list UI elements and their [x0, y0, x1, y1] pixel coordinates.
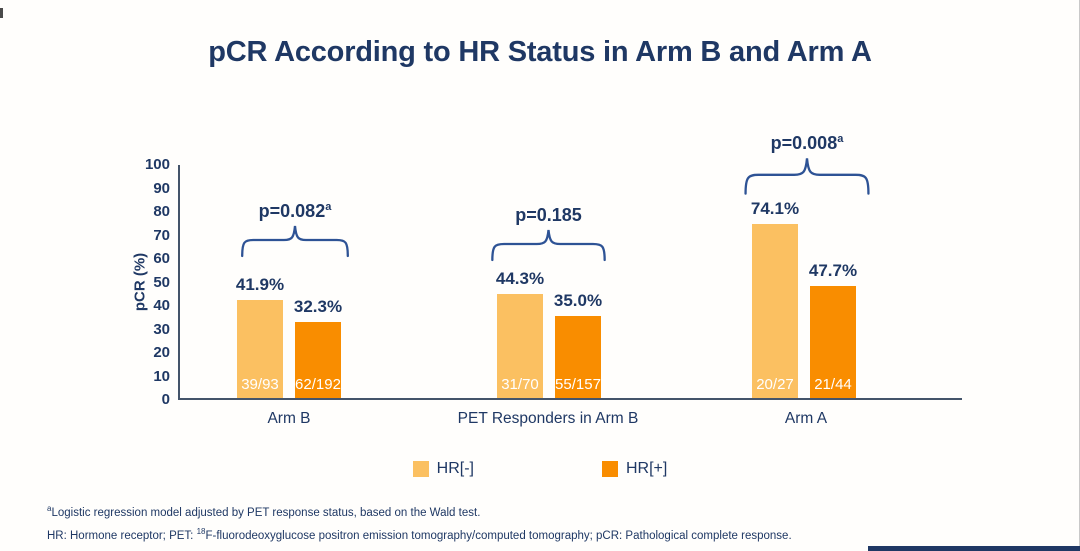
- bar-value-label: 44.3%: [495, 268, 545, 288]
- p-value-label: p=0.082a: [258, 201, 332, 221]
- bar-value-label: 41.9%: [235, 274, 285, 294]
- bar-count-label: 39/93: [241, 376, 279, 393]
- p-value-annotation-pet-responders: p=0.185: [490, 205, 607, 262]
- bar-group-pet-responders: 44.3% 31/70 35.0% 55/157: [496, 269, 602, 398]
- bottom-edge-bar: [868, 546, 1080, 551]
- bar-hr-negative: 41.9% 39/93: [236, 275, 284, 398]
- bar-value-label: 35.0%: [553, 290, 603, 310]
- legend-label: HR[+]: [625, 460, 668, 477]
- y-tick: 10: [153, 367, 170, 385]
- page-title: pCR According to HR Status in Arm B and …: [208, 36, 872, 68]
- bar-hr-positive: 47.7% 21/44: [809, 261, 857, 398]
- bar-value-label: 32.3%: [293, 297, 343, 317]
- y-tick: 100: [144, 156, 170, 173]
- bar-count-label: 31/70: [501, 376, 539, 393]
- bar-count-label: 20/27: [756, 376, 794, 393]
- bar-chart-plot-area: 100 90 80 70 60 50 40 30 20 10 0 pCR (%)…: [132, 133, 962, 427]
- legend-swatch-hr-negative: [412, 461, 429, 477]
- bar-value-label: 74.1%: [750, 198, 800, 218]
- top-left-edge-mark: [0, 8, 3, 18]
- curly-brace: [743, 156, 871, 196]
- bar-hr-negative: 44.3% 31/70: [496, 269, 544, 398]
- bar-count-label: 62/192: [295, 376, 341, 393]
- p-value-label: p=0.008a: [770, 133, 844, 153]
- legend-swatch-hr-positive: [601, 461, 618, 477]
- x-category-label: Arm A: [784, 410, 828, 427]
- p-value-annotation-arm-a: p=0.008a: [743, 133, 871, 196]
- x-category-label: Arm B: [267, 410, 311, 427]
- y-tick: 40: [153, 297, 170, 314]
- curly-brace: [240, 224, 350, 258]
- p-value-label: p=0.185: [515, 205, 582, 225]
- y-axis-label: pCR (%): [131, 252, 149, 312]
- y-tick: 80: [153, 203, 170, 220]
- footnote-abbreviations: HR: Hormone receptor; PET: 18F-fluorodeo…: [47, 527, 792, 542]
- y-tick: 50: [153, 273, 170, 291]
- legend-label: HR[-]: [436, 460, 474, 477]
- y-tick: 70: [153, 226, 170, 244]
- y-tick: 90: [153, 179, 170, 197]
- y-tick: 30: [153, 320, 170, 338]
- y-tick: 20: [153, 344, 170, 361]
- bar-group-arm-b: 41.9% 39/93 32.3% 62/192: [236, 275, 342, 398]
- bar-hr-positive: 32.3% 62/192: [294, 297, 342, 398]
- y-tick: 0: [161, 391, 170, 408]
- legend-item-hr-negative: HR[-]: [412, 460, 474, 478]
- footnote-wald-test: aLogistic regression model adjusted by P…: [47, 504, 481, 519]
- legend-item-hr-positive: HR[+]: [601, 460, 668, 478]
- bar-hr-negative: 74.1% 20/27: [751, 199, 799, 398]
- chart-legend: HR[-] HR[+]: [0, 460, 1080, 478]
- bar-value-label: 47.7%: [808, 260, 858, 280]
- bar-count-label: 55/157: [555, 376, 601, 393]
- bar-group-arm-a: 74.1% 20/27 47.7% 21/44: [751, 199, 857, 398]
- bar-hr-positive: 35.0% 55/157: [554, 291, 602, 398]
- x-category-label: PET Responders in Arm B: [457, 410, 639, 427]
- curly-brace: [490, 228, 607, 262]
- y-tick: 60: [153, 250, 170, 267]
- p-value-annotation-arm-b: p=0.082a: [240, 201, 350, 258]
- bar-count-label: 21/44: [814, 376, 852, 393]
